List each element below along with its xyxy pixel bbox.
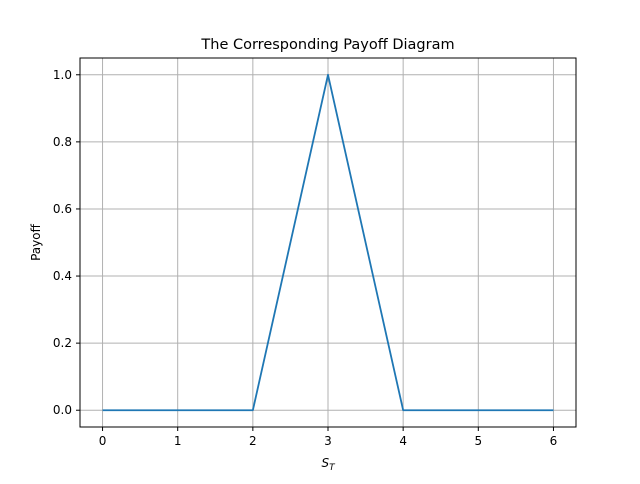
y-tick-label: 0.0	[53, 403, 72, 417]
x-axis-label: ST	[321, 456, 336, 473]
y-tick-label: 1.0	[53, 68, 72, 82]
grid-layer	[80, 58, 576, 427]
tick-layer: 0 1 2 3 4 5 6 0.0 0.2 0.4 0.6 0.8 1.0	[53, 68, 557, 448]
y-tick-label: 0.4	[53, 269, 72, 283]
y-axis-label: Payoff	[29, 223, 43, 260]
x-tick-label: 6	[550, 434, 558, 448]
payoff-series-line	[102, 73, 554, 412]
x-axis-label-subscript: T	[329, 463, 336, 473]
y-tick-label: 0.8	[53, 135, 72, 149]
chart-title: The Corresponding Payoff Diagram	[200, 37, 454, 53]
x-tick-label: 1	[174, 434, 182, 448]
y-tick-label: 0.6	[53, 202, 72, 216]
x-axis-label-main: S	[321, 456, 329, 470]
y-tick-label: 0.2	[53, 336, 72, 350]
x-tick-label: 4	[399, 434, 407, 448]
x-tick-label: 3	[324, 434, 332, 448]
x-tick-label: 2	[249, 434, 257, 448]
x-tick-label: 0	[99, 434, 107, 448]
series-layer	[102, 73, 554, 412]
x-tick-label: 5	[474, 434, 482, 448]
